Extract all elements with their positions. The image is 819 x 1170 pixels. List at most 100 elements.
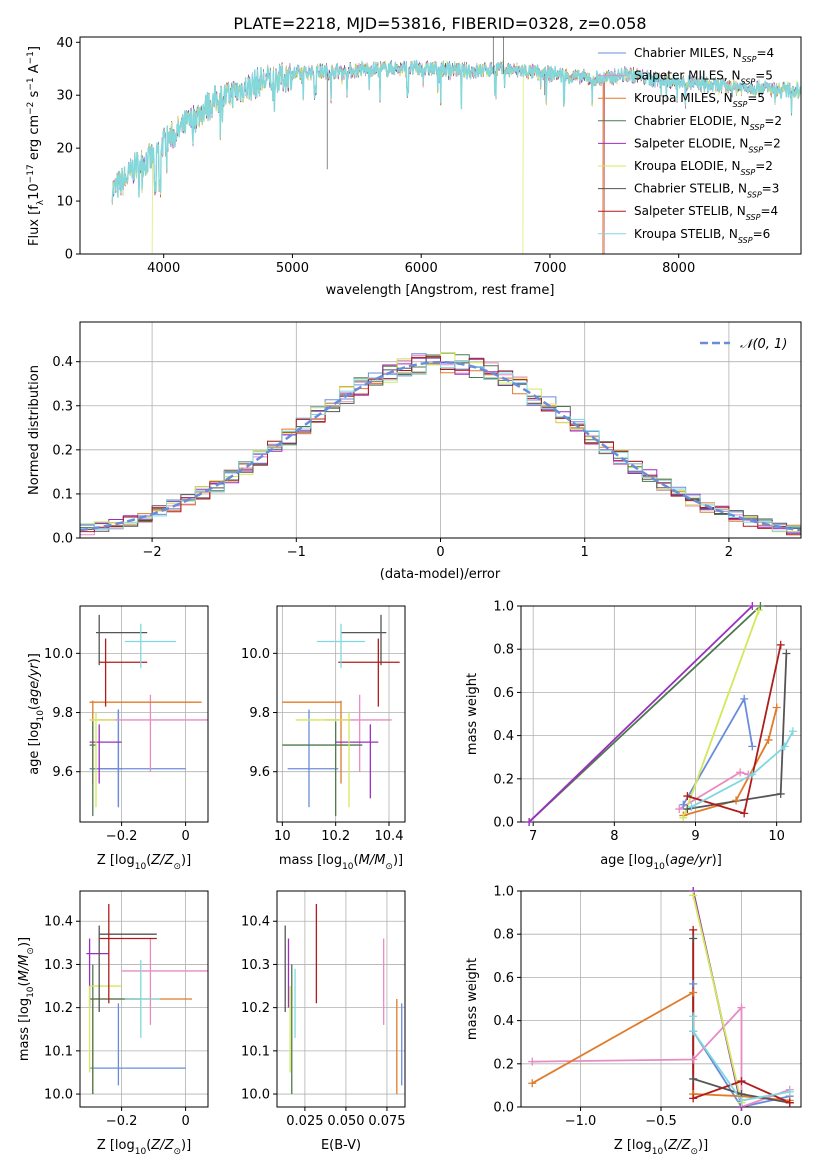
x-tick-label: 5000 [276,261,309,276]
normal-curve [80,360,801,532]
weight-line-salpeter_stelib [687,644,782,815]
y-tick-label: 9.6 [249,765,270,780]
label-part: ] [27,46,42,51]
label-part: (data-model)/error [380,567,501,582]
legend-tail: =2 [764,114,782,128]
label-part: age [log [600,853,653,868]
weight-marker-chabrier_stelib [689,934,698,943]
weight-marker-chabrier_elodie [756,602,765,610]
legend-entry: Salpeter ELODIE, NSSP=2 [634,136,781,154]
weight-marker-chabrier_stelib [776,789,785,798]
legend-tail: =2 [755,159,773,173]
y-tick-label: 0.2 [493,772,514,787]
weight-marker-kroupa_miles [764,735,773,744]
y-axis-label: mass weight [465,673,480,755]
label-part: λ [36,199,46,205]
y-tick-label: 0.2 [52,443,73,458]
panel-residuals: −2 −1 0 1 2 0.0 0.1 0.2 0.3 0.4 𝒩(0, 1) (data-model… [27,321,802,582]
weight-marker-salpeter_stelib [740,809,749,818]
y-tick-label: 1.0 [493,600,514,615]
label-part: mass [log [279,853,342,868]
weight-marker-salpeter_miles [528,1057,537,1066]
legend-entry: Kroupa ELODIE, NSSP=2 [634,159,773,177]
y-tick-label: 0.4 [493,729,514,744]
legend-text: Chabrier STELIB, N [634,182,747,196]
label-part: mass weight [465,673,480,755]
plot-area-weight_vs_age [528,606,794,822]
weight-line-kroupa_elodie [682,609,760,819]
legend-sub: SSP [742,55,757,64]
x-tick-label: 4000 [147,261,180,276]
legend-sub: SSP [741,168,756,177]
x-tick-label: −1 [287,545,306,560]
legend-entry: Salpeter MILES, NSSP=5 [634,69,773,87]
label-part: Z [log [97,1138,135,1153]
weight-line-kroupa_elodie [692,895,743,1103]
histogram-salpeter_stelib [80,355,801,537]
label-part: age [log [27,722,42,775]
legend-text: Kroupa STELIB, N [634,227,738,241]
label-part: mass [log [17,998,32,1061]
legend-tail: =2 [763,136,781,150]
y-tick-label: 10.2 [44,1001,73,1016]
y-tick-label: 0.6 [493,686,514,701]
label-part: )] [27,653,42,663]
label-part: age/yr [670,853,713,868]
y-tick-label: 10.1 [241,1044,270,1059]
y-tick-label: 30 [56,89,73,104]
x-tick-label: 0.0 [731,1114,752,1129]
weight-marker-kroupa_stelib [689,1027,698,1036]
panel-mass_vs_ebv: 0.025 0.050 0.075 10.0 10.1 10.2 10.3 10.4 E(B-V… [241,890,406,1153]
x-tick-label: 10 [768,829,785,844]
weight-marker-kroupa_stelib [785,1087,794,1096]
weight-marker-salpeter_stelib [689,925,698,934]
legend-sub: SSP [750,122,765,131]
label-part: ( [665,853,670,868]
label-part: Z/Z [150,1138,174,1153]
weight-marker-salpeter_miles [675,805,684,814]
y-tick-label: 0.3 [52,399,73,414]
weight-line-kroupa_stelib [690,730,794,808]
plot-area-mass_vs_ebv [284,903,403,1095]
label-part: ( [146,853,151,868]
legend-sub: SSP [741,77,756,86]
weight-marker-kroupa_elodie [754,606,763,615]
x-tick-label: 10.2 [321,829,350,844]
label-part: Z [log [97,853,135,868]
x-tick-label: 8000 [662,261,695,276]
weight-marker-kroupa_miles [772,703,781,712]
legend-tail: =4 [756,46,774,60]
y-tick-label: 20 [56,142,73,157]
y-tick-label: 0.0 [493,1101,514,1116]
x-tick-label: 10 [274,829,291,844]
axes-frame [276,890,406,1108]
y-tick-label: 10 [56,195,73,210]
weight-line-kroupa_miles [683,707,778,817]
x-axis-label: Z [log10(Z/Z⊙)] [97,1138,191,1157]
y-axis-label: Flux [fλ10−17 erg cm−2 s−1 A−1] [26,46,46,246]
label-part: Z/Z [667,1138,691,1153]
label-part: −17 [26,164,36,183]
x-tick-label: 0.050 [327,1114,364,1129]
x-axis-label: Z [log10(Z/Z⊙)] [614,1138,708,1157]
panel-weight_vs_Z: −1.0 −0.5 0.0 0.0 0.2 0.4 0.6 0.8 1.0 Z [log10(Z/… [465,885,802,1157]
x-axis-label: (data-model)/error [380,567,501,582]
label-part: 10 [652,1147,664,1157]
legend-tail: =3 [762,182,780,196]
label-part: −2 [26,102,36,115]
x-tick-label: 0.075 [368,1114,405,1129]
weight-marker-kroupa_stelib [788,727,797,736]
label-part: 10 [27,183,42,200]
weight-marker-kroupa_elodie [689,891,698,900]
legend-entry: Kroupa STELIB, NSSP=6 [634,227,770,245]
x-tick-label: 0 [436,545,444,560]
y-tick-label: 0.2 [493,1057,514,1072]
label-part: )] [17,937,32,947]
label-part: s [27,90,42,101]
label-part: 10 [135,862,147,872]
panel-age_vs_Z: −0.2 09.69.810.0Z [log10(Z/Z⊙)]age [log10… [27,605,209,872]
panel-spectrum: 4000 5000 6000 7000 8000 0 10 20 30 40 Chabrier MI… [26,36,802,298]
legend-text: Chabrier ELODIE, N [634,114,750,128]
axes-frame [520,605,802,823]
